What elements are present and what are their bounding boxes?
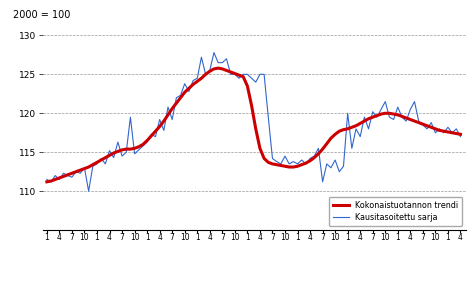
Kokonaistuotannon trendi: [140, 143, 146, 146]
Kokonaistuotannon trendi: [457, 132, 463, 136]
Kausitasoitettu sarja: [299, 158, 305, 162]
Kausitasoitettu sarja: [144, 140, 150, 144]
Kausitasoitettu sarja: [128, 115, 133, 119]
Kausitasoitettu sarja: [433, 131, 438, 135]
Kokonaistuotannon trendi: [123, 147, 129, 151]
Kausitasoitettu sarja: [445, 126, 451, 129]
Kokonaistuotannon trendi: [295, 165, 300, 168]
Line: Kokonaistuotannon trendi: Kokonaistuotannon trendi: [47, 68, 460, 182]
Kausitasoitettu sarja: [266, 115, 271, 119]
Kokonaistuotannon trendi: [44, 180, 50, 183]
Kokonaistuotannon trendi: [261, 157, 267, 160]
Kausitasoitettu sarja: [457, 135, 463, 138]
Kausitasoitettu sarja: [44, 178, 50, 181]
Line: Kausitasoitettu sarja: Kausitasoitettu sarja: [47, 53, 460, 191]
Kokonaistuotannon trendi: [215, 66, 221, 70]
Kausitasoitettu sarja: [211, 51, 217, 54]
Kokonaistuotannon trendi: [441, 130, 446, 133]
Kokonaistuotannon trendi: [428, 126, 434, 129]
Kausitasoitettu sarja: [86, 189, 91, 193]
Text: 2000 = 100: 2000 = 100: [13, 10, 70, 20]
Legend: Kokonaistuotannon trendi, Kausitasoitettu sarja: Kokonaistuotannon trendi, Kausitasoitett…: [329, 197, 463, 226]
